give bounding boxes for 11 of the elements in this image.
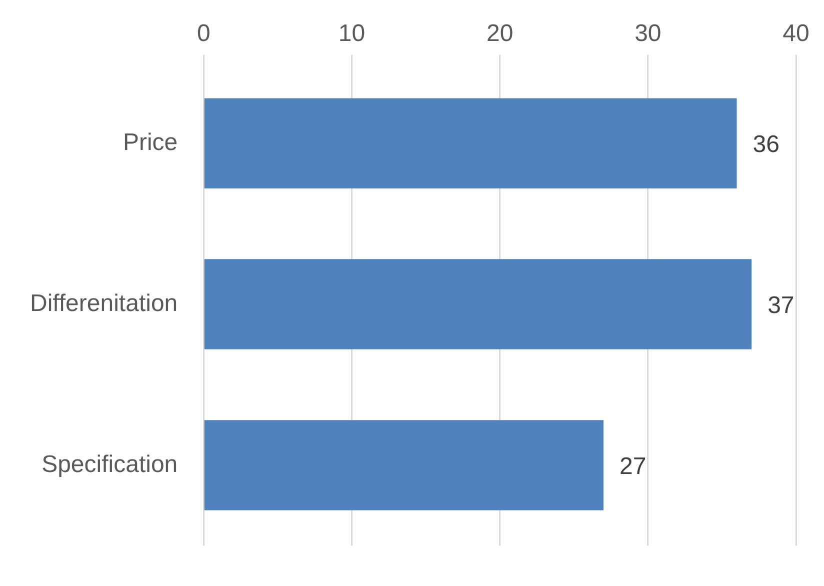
data-label: 37 [768, 292, 794, 319]
x-tick-label: 20 [486, 20, 514, 48]
x-tick-label: 0 [196, 20, 210, 48]
data-label: 27 [619, 452, 646, 480]
y-tick-label: Price [122, 128, 178, 156]
x-tick-label: 40 [782, 20, 810, 48]
y-tick-label: Specification [42, 450, 178, 478]
data-label: 36 [752, 130, 780, 158]
x-tick-label: 30 [634, 20, 662, 48]
x-tick-label: 10 [338, 20, 366, 48]
y-tick-label: Differenitation [30, 290, 178, 317]
